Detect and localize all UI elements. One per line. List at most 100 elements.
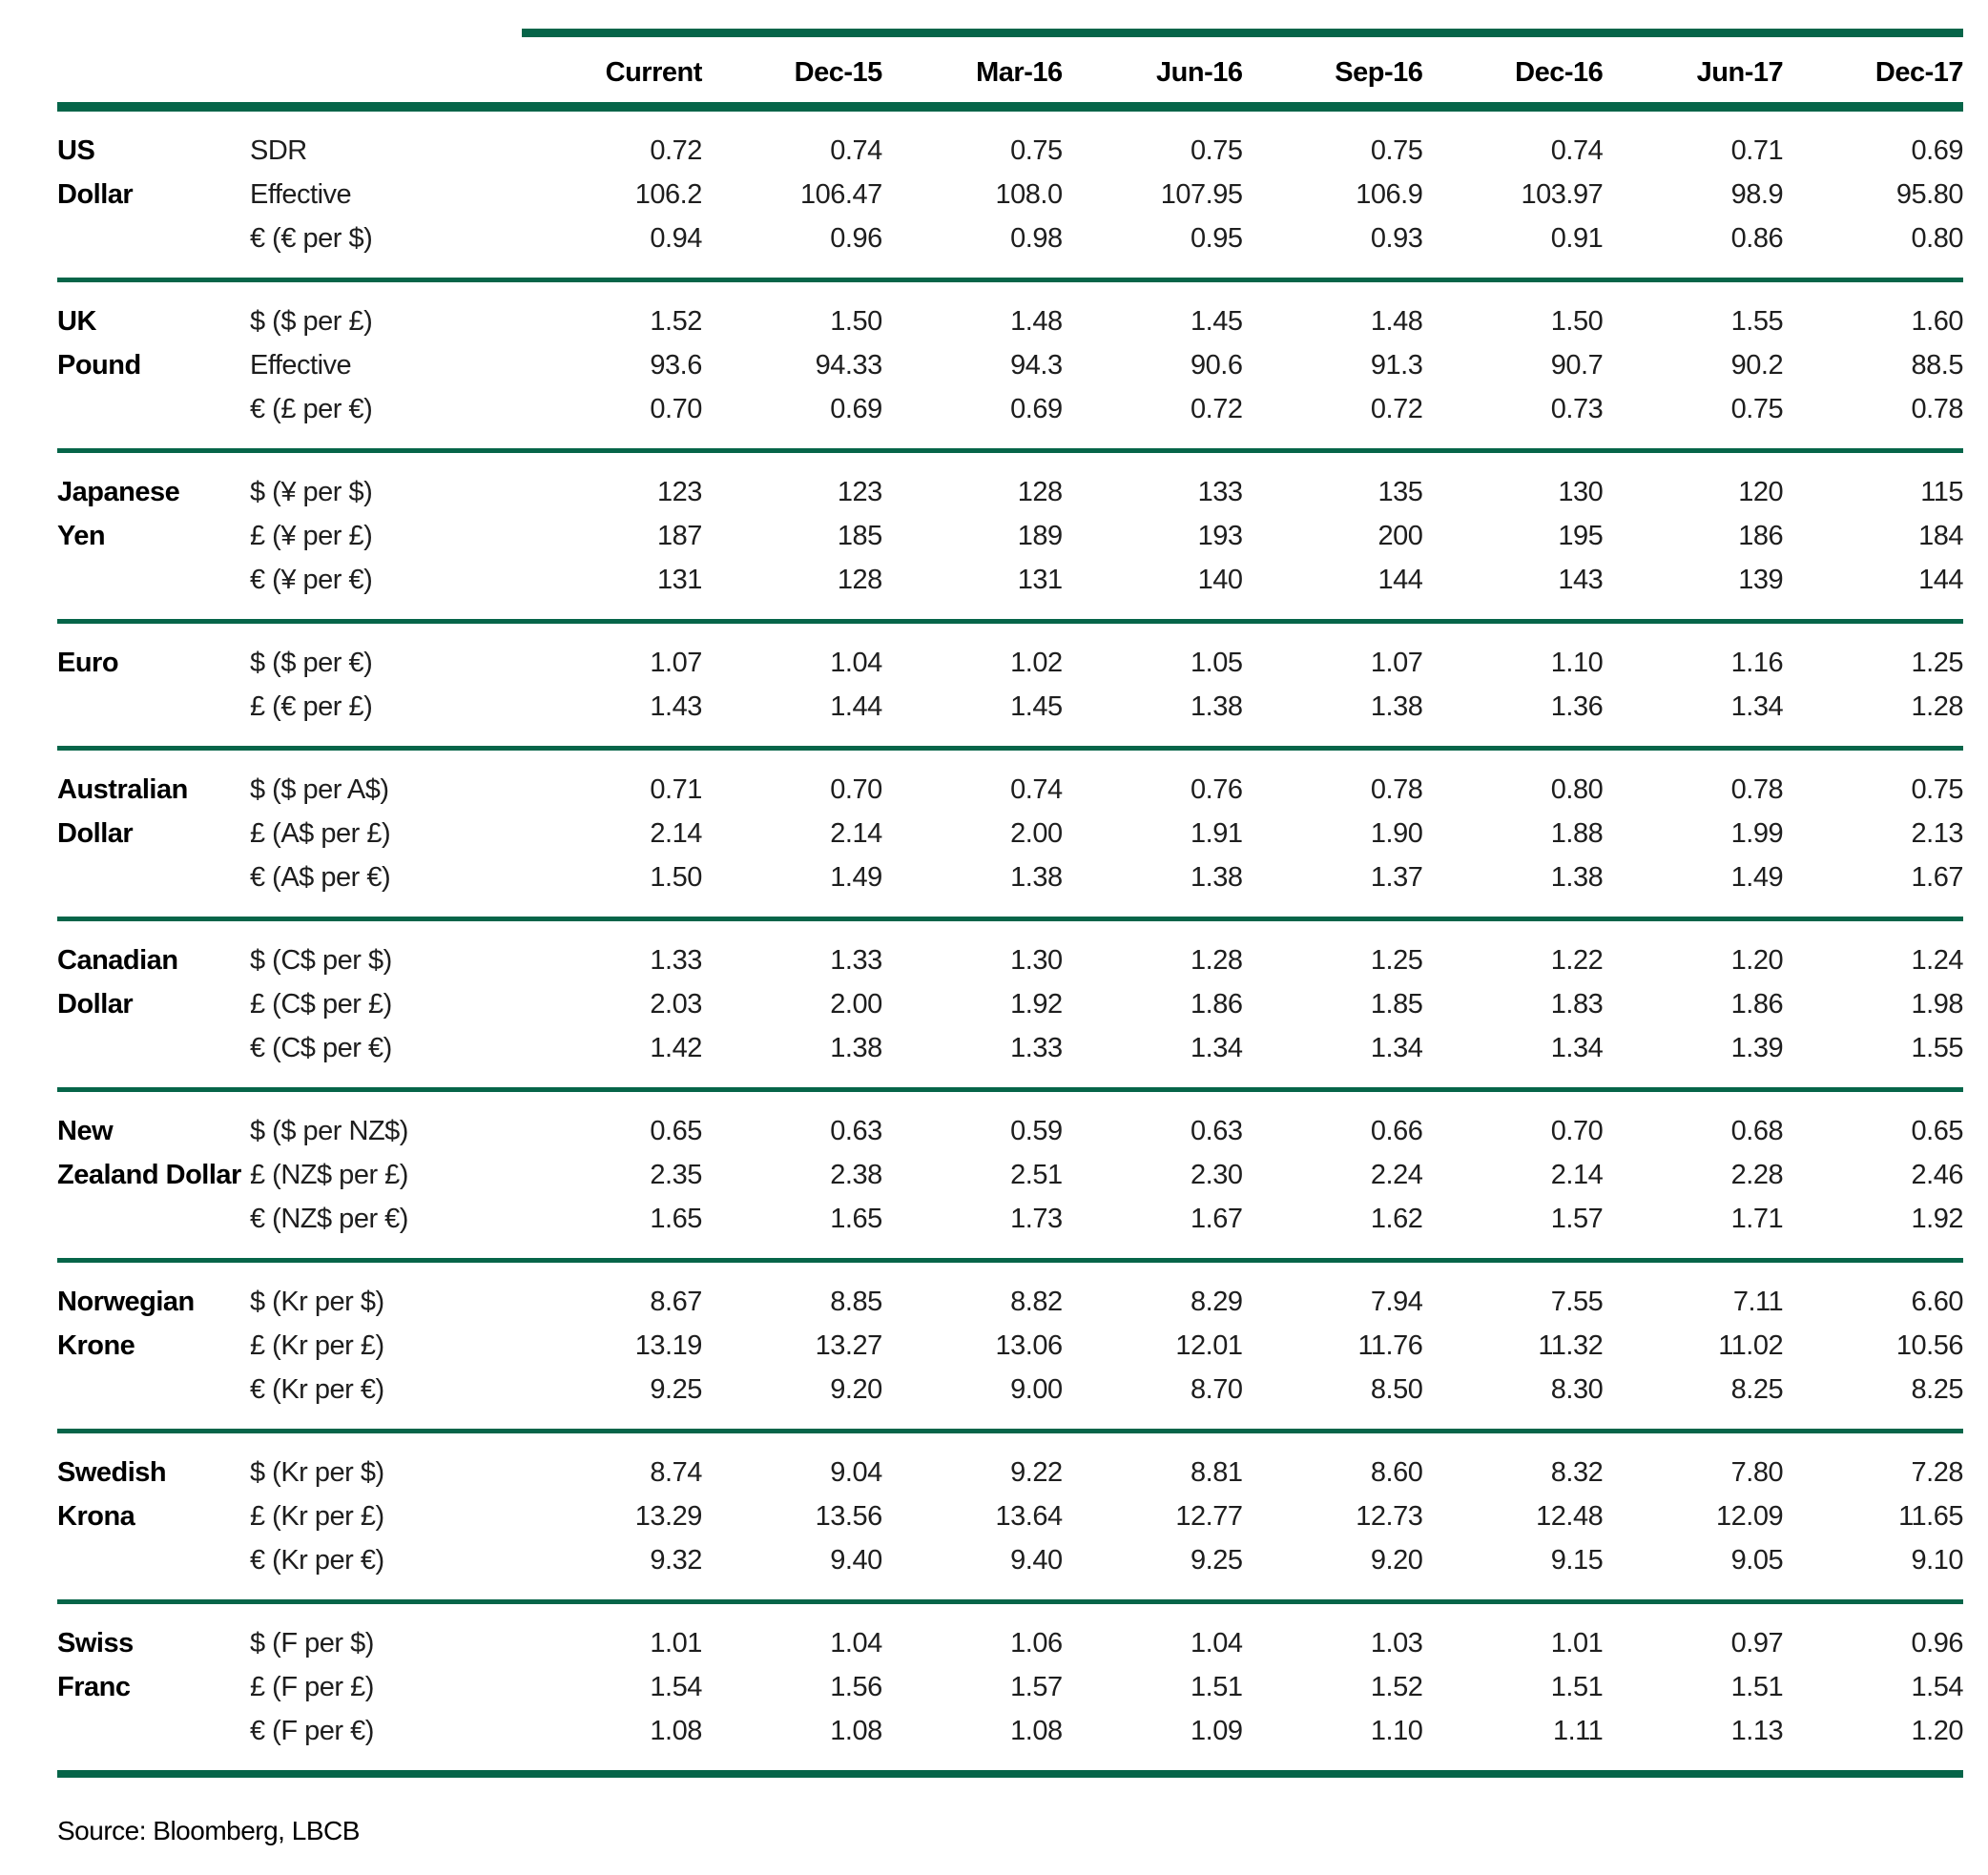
table-row: Yen £ (¥ per £) 187 185 189 193 200 195 186 184: [57, 514, 1963, 558]
value-cell: 9.10: [1911, 1545, 1964, 1576]
value-cell: 10.56: [1895, 1330, 1964, 1361]
value-cell: 1.54: [650, 1672, 702, 1702]
value-cell: 1.73: [1010, 1204, 1063, 1234]
value-cell: 1.02: [1010, 648, 1063, 678]
value-cell: 1.51: [1550, 1672, 1604, 1702]
value-cell: 98.9: [1730, 179, 1784, 210]
value-cell: 1.65: [650, 1204, 702, 1234]
value-cell: 2.28: [1730, 1160, 1784, 1190]
value-cell: 1.50: [1550, 306, 1604, 337]
value-cell: 7.94: [1370, 1287, 1423, 1317]
rate-label: £ (€ per £): [250, 691, 373, 722]
value-cell: 9.40: [830, 1545, 882, 1576]
value-cell: 2.00: [830, 989, 882, 1020]
value-cell: 1.34: [1730, 691, 1784, 722]
value-cell: 7.11: [1732, 1287, 1784, 1317]
column-header: Dec-17: [1874, 57, 1964, 88]
currency-group-uk-pound: UK $ ($ per £) 1.52 1.50 1.48 1.45 1.48 1.50 1.5…: [57, 282, 1963, 448]
value-cell: 0.72: [1370, 394, 1423, 424]
value-cell: 1.51: [1191, 1672, 1243, 1702]
value-cell: 1.13: [1730, 1716, 1784, 1746]
table-row: Pound Effective 93.6 94.33 94.3 90.6 91.3 90.7 9…: [57, 343, 1963, 387]
currency-label: Yen: [57, 521, 106, 551]
value-cell: 13.56: [815, 1501, 883, 1532]
currency-label: Canadian: [57, 945, 178, 976]
group-divider: [57, 1087, 1963, 1092]
value-cell: 9.05: [1730, 1545, 1784, 1576]
currency-label: Euro: [57, 648, 119, 678]
value-cell: 1.16: [1730, 648, 1784, 678]
value-cell: 90.2: [1730, 350, 1784, 381]
value-cell: 8.25: [1911, 1374, 1964, 1405]
table-row: € (F per €) 1.08 1.08 1.08 1.09 1.10 1.11 1.13 1…: [57, 1709, 1963, 1753]
rate-label: SDR: [250, 135, 307, 166]
value-cell: 1.38: [1191, 691, 1243, 722]
currency-group-norwegian-krone: Norwegian $ (Kr per $) 8.67 8.85 8.82 8.29 7.9…: [57, 1263, 1963, 1429]
value-cell: 1.04: [1191, 1628, 1243, 1659]
value-cell: 13.06: [995, 1330, 1064, 1361]
currency-label: Norwegian: [57, 1287, 195, 1317]
currency-label: UK: [57, 306, 96, 337]
value-cell: 0.71: [1730, 135, 1784, 166]
currency-label: Australian: [57, 774, 188, 805]
value-cell: 184: [1918, 521, 1963, 551]
currency-label: US: [57, 135, 95, 166]
value-cell: 13.19: [634, 1330, 703, 1361]
value-cell: 0.75: [1191, 135, 1243, 166]
currency-group-us-dollar: US SDR 0.72 0.74 0.75 0.75 0.75 0.74 0.71 0.69 Dol…: [57, 112, 1963, 278]
value-cell: 1.37: [1370, 862, 1423, 893]
value-cell: 1.33: [1010, 1033, 1063, 1063]
currency-label: Zealand Dollar: [57, 1160, 241, 1190]
value-cell: 0.91: [1550, 223, 1604, 254]
value-cell: 1.09: [1191, 1716, 1243, 1746]
value-cell: 103.97: [1521, 179, 1604, 210]
value-cell: 1.55: [1730, 306, 1784, 337]
value-cell: 1.92: [1010, 989, 1063, 1020]
table-bottom-rule: [57, 1770, 1963, 1778]
value-cell: 9.25: [650, 1374, 702, 1405]
value-cell: 106.47: [800, 179, 882, 210]
value-cell: 1.92: [1911, 1204, 1964, 1234]
rate-label: £ (C$ per £): [250, 989, 392, 1020]
value-cell: 12.09: [1716, 1501, 1784, 1532]
rate-label: $ (Kr per $): [250, 1287, 384, 1317]
table-row: Krona £ (Kr per £) 13.29 13.56 13.64 12.77 12.…: [57, 1494, 1963, 1538]
value-cell: 8.70: [1191, 1374, 1243, 1405]
currency-label: Dollar: [57, 818, 134, 849]
value-cell: 1.36: [1550, 691, 1604, 722]
column-header: Jun-17: [1696, 57, 1784, 88]
value-cell: 0.66: [1370, 1116, 1423, 1146]
value-cell: 1.11: [1552, 1716, 1604, 1746]
value-cell: 1.08: [1010, 1716, 1063, 1746]
value-cell: 108.0: [995, 179, 1064, 210]
value-cell: 1.38: [1010, 862, 1063, 893]
value-cell: 186: [1738, 521, 1784, 551]
rate-label: $ (F per $): [250, 1628, 374, 1659]
value-cell: 12.77: [1175, 1501, 1243, 1532]
value-cell: 13.27: [815, 1330, 883, 1361]
group-divider: [57, 1258, 1963, 1263]
value-cell: 1.39: [1730, 1033, 1784, 1063]
value-cell: 1.86: [1191, 989, 1243, 1020]
rate-label: $ (Kr per $): [250, 1457, 384, 1488]
table-row: £ (€ per £) 1.43 1.44 1.45 1.38 1.38 1.36 1.34 1…: [57, 685, 1963, 729]
value-cell: 1.67: [1911, 862, 1964, 893]
rate-label: $ (C$ per $): [250, 945, 392, 976]
rate-label: € (¥ per €): [250, 565, 373, 595]
rate-label: € (€ per $): [250, 223, 373, 254]
rate-label: € (NZ$ per €): [250, 1204, 408, 1234]
value-cell: 0.96: [1911, 1628, 1964, 1659]
group-divider: [57, 448, 1963, 453]
value-cell: 0.78: [1730, 774, 1784, 805]
value-cell: 1.49: [1730, 862, 1784, 893]
value-cell: 12.73: [1356, 1501, 1423, 1532]
value-cell: 0.78: [1911, 394, 1964, 424]
value-cell: 11.76: [1357, 1330, 1423, 1361]
table-row: € (¥ per €) 131 128 131 140 144 143 139 144: [57, 558, 1963, 602]
value-cell: 2.46: [1911, 1160, 1964, 1190]
currency-group-euro: Euro $ ($ per €) 1.07 1.04 1.02 1.05 1.07 1.10 1…: [57, 624, 1963, 746]
value-cell: 91.3: [1370, 350, 1423, 381]
rate-label: € (Kr per €): [250, 1545, 384, 1576]
value-cell: 1.33: [830, 945, 882, 976]
table-row: € (£ per €) 0.70 0.69 0.69 0.72 0.72 0.73 0.75 0…: [57, 387, 1963, 431]
